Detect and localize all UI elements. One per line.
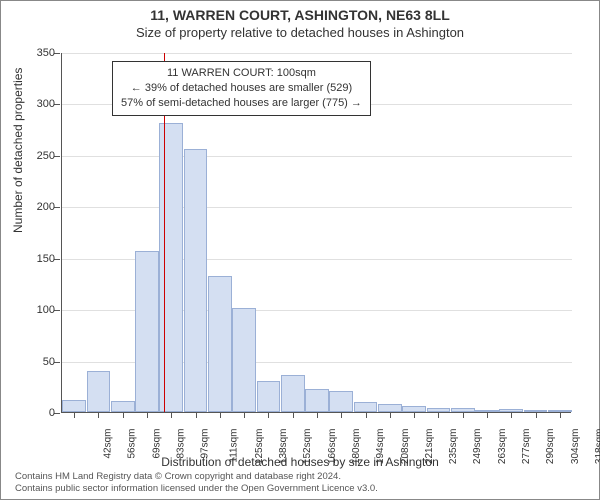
y-tick-label: 200 bbox=[15, 201, 55, 213]
y-tick-label: 350 bbox=[15, 47, 55, 59]
x-tick-label: 42sqm bbox=[103, 429, 114, 459]
x-tick bbox=[268, 412, 269, 418]
x-tick bbox=[244, 412, 245, 418]
histogram-bar bbox=[329, 391, 353, 412]
y-tick-label: 150 bbox=[15, 253, 55, 265]
x-tick bbox=[74, 412, 75, 418]
y-tick-label: 250 bbox=[15, 150, 55, 162]
histogram-bar bbox=[354, 402, 378, 412]
page-subtitle: Size of property relative to detached ho… bbox=[1, 25, 599, 40]
gridline bbox=[62, 207, 572, 208]
histogram-bar bbox=[184, 149, 208, 412]
gridline bbox=[62, 53, 572, 54]
histogram-bar bbox=[159, 123, 183, 412]
y-tick-label: 0 bbox=[15, 407, 55, 419]
x-tick bbox=[98, 412, 99, 418]
footer-credits: Contains HM Land Registry data © Crown c… bbox=[15, 471, 378, 495]
histogram-bar bbox=[257, 381, 281, 412]
histogram-bar bbox=[208, 276, 232, 412]
x-tick bbox=[463, 412, 464, 418]
x-tick bbox=[220, 412, 221, 418]
x-tick bbox=[293, 412, 294, 418]
histogram-bar bbox=[305, 389, 329, 412]
x-axis-label: Distribution of detached houses by size … bbox=[1, 455, 599, 469]
x-tick bbox=[438, 412, 439, 418]
x-tick-label: 69sqm bbox=[151, 429, 162, 459]
x-tick bbox=[366, 412, 367, 418]
histogram-bar bbox=[378, 404, 402, 412]
histogram-bar bbox=[111, 401, 135, 412]
plot-area: 05010015020025030035042sqm56sqm69sqm83sq… bbox=[61, 53, 571, 413]
x-tick-label: 56sqm bbox=[127, 429, 138, 459]
x-tick bbox=[560, 412, 561, 418]
x-tick bbox=[414, 412, 415, 418]
chart-card: 11, WARREN COURT, ASHINGTON, NE63 8LL Si… bbox=[0, 0, 600, 500]
x-tick bbox=[341, 412, 342, 418]
x-tick bbox=[196, 412, 197, 418]
y-tick-label: 50 bbox=[15, 356, 55, 368]
x-tick bbox=[317, 412, 318, 418]
histogram-bar bbox=[135, 251, 159, 412]
x-tick bbox=[123, 412, 124, 418]
x-tick bbox=[147, 412, 148, 418]
gridline bbox=[62, 156, 572, 157]
footer-line-1: Contains HM Land Registry data © Crown c… bbox=[15, 471, 378, 483]
annotation-box: 11 WARREN COURT: 100sqm← 39% of detached… bbox=[112, 61, 371, 116]
histogram-bar bbox=[62, 400, 86, 412]
annotation-line-1: 11 WARREN COURT: 100sqm bbox=[121, 66, 362, 81]
histogram-bar bbox=[281, 375, 305, 412]
x-tick-label: 97sqm bbox=[200, 429, 211, 459]
x-tick bbox=[390, 412, 391, 418]
x-tick-label: 83sqm bbox=[176, 429, 187, 459]
histogram-bar bbox=[87, 371, 111, 412]
x-tick bbox=[536, 412, 537, 418]
y-tick-label: 100 bbox=[15, 304, 55, 316]
x-tick bbox=[171, 412, 172, 418]
annotation-line-2: ← 39% of detached houses are smaller (52… bbox=[121, 81, 362, 96]
x-tick bbox=[487, 412, 488, 418]
annotation-line-3: 57% of semi-detached houses are larger (… bbox=[121, 96, 362, 111]
histogram-bar bbox=[232, 308, 256, 412]
page-title: 11, WARREN COURT, ASHINGTON, NE63 8LL bbox=[1, 7, 599, 23]
y-tick-label: 300 bbox=[15, 98, 55, 110]
footer-line-2: Contains public sector information licen… bbox=[15, 483, 378, 495]
x-tick bbox=[511, 412, 512, 418]
